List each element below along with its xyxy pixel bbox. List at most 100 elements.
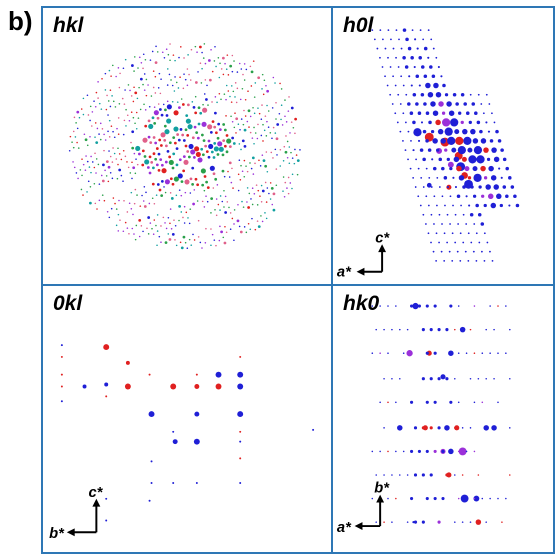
diffraction-spot xyxy=(193,239,196,241)
diffraction-spot xyxy=(259,195,261,197)
diffraction-spot xyxy=(201,67,203,70)
diffraction-spot xyxy=(427,56,430,59)
diffraction-spot xyxy=(232,90,235,93)
diffraction-spot xyxy=(194,111,198,115)
diffraction-spot xyxy=(160,180,164,183)
diffraction-spot xyxy=(427,232,430,235)
diffraction-spot xyxy=(206,186,210,189)
diffraction-spot xyxy=(448,110,455,116)
diffraction-spot xyxy=(271,203,274,206)
diffraction-spot xyxy=(249,162,251,164)
diffraction-spot xyxy=(235,101,238,104)
diffraction-spot xyxy=(500,148,504,152)
diffraction-spot xyxy=(430,101,436,107)
diffraction-spot xyxy=(451,260,454,262)
diffraction-spot xyxy=(470,185,474,189)
diffraction-spot xyxy=(500,176,503,179)
diffraction-spot xyxy=(98,133,100,135)
diffraction-spot xyxy=(445,377,449,381)
diffraction-spot xyxy=(280,88,283,90)
diffraction-spot xyxy=(406,328,409,331)
diffraction-spot xyxy=(395,497,397,500)
diffraction-spot xyxy=(119,219,121,221)
diffraction-spot xyxy=(449,223,451,225)
diffraction-spot xyxy=(123,119,126,122)
diffraction-spot xyxy=(213,239,216,241)
diffraction-spot xyxy=(264,212,266,214)
diffraction-spot xyxy=(90,171,92,174)
diffraction-spot xyxy=(203,93,206,95)
diffraction-spot xyxy=(258,159,260,162)
diffraction-spot xyxy=(457,352,460,354)
diffraction-spot xyxy=(158,235,161,238)
diffraction-spot xyxy=(89,135,91,138)
diffraction-spot xyxy=(238,159,241,161)
diffraction-spot xyxy=(130,191,133,194)
diffraction-spot xyxy=(253,96,256,98)
diffraction-spot xyxy=(155,194,158,196)
diffraction-spot xyxy=(143,73,146,75)
diffraction-spot xyxy=(148,411,155,418)
diffraction-spot xyxy=(106,94,108,97)
diffraction-spot xyxy=(60,385,63,388)
diffraction-spot xyxy=(195,373,198,376)
diffraction-spot xyxy=(168,238,172,241)
diffraction-spot xyxy=(118,153,121,155)
diffraction-spot xyxy=(185,211,188,214)
diffraction-spot xyxy=(431,158,434,161)
diffraction-spot xyxy=(422,157,426,162)
diffraction-spot xyxy=(126,227,129,229)
diffraction-spot xyxy=(508,204,511,207)
diffraction-spot xyxy=(147,216,151,219)
diffraction-spot xyxy=(221,169,225,173)
diffraction-spot xyxy=(442,83,446,88)
diffraction-spot xyxy=(395,29,398,31)
diffraction-spot xyxy=(207,139,211,143)
diffraction-spot xyxy=(421,520,425,524)
diffraction-spot xyxy=(477,212,482,217)
diffraction-spot xyxy=(247,109,251,113)
diffraction-spot xyxy=(465,223,468,225)
diffraction-spot xyxy=(165,114,169,117)
diffraction-spot xyxy=(452,92,457,97)
diffraction-spot xyxy=(398,38,400,41)
diffraction-spot xyxy=(205,180,208,184)
axis-label-horizontal: a* xyxy=(337,520,352,536)
diffraction-spot xyxy=(222,123,226,126)
diffraction-spot xyxy=(476,120,481,125)
diffraction-spot xyxy=(421,473,425,477)
diffraction-spot xyxy=(81,158,83,160)
diffraction-spot xyxy=(483,176,488,180)
diffraction-spot xyxy=(312,428,315,431)
diffraction-spot xyxy=(293,162,296,165)
diffraction-spot xyxy=(430,241,432,244)
diffraction-spot xyxy=(72,146,75,149)
diffraction-spot xyxy=(142,83,144,86)
diffraction-spot xyxy=(230,115,232,118)
diffraction-spot xyxy=(159,92,162,95)
diffraction-spot xyxy=(191,182,194,186)
diffraction-spot xyxy=(260,215,262,217)
diffraction-spot xyxy=(250,167,253,170)
diffraction-spot xyxy=(82,113,85,116)
diffraction-spot xyxy=(105,175,108,177)
diffraction-spot xyxy=(140,225,143,227)
diffraction-spot xyxy=(132,116,135,119)
diffraction-spot xyxy=(174,224,177,227)
diffraction-spot xyxy=(375,521,377,523)
diffraction-spot xyxy=(143,205,147,208)
diffraction-spot xyxy=(465,195,468,198)
diffraction-spot xyxy=(456,250,459,253)
panel-title-hk0: hk0 xyxy=(343,292,380,315)
diffraction-spot xyxy=(145,78,148,81)
diffraction-spot xyxy=(441,496,445,501)
diffraction-spot xyxy=(223,175,226,178)
diffraction-spot xyxy=(294,148,296,151)
diffraction-spot xyxy=(145,94,148,97)
diffraction-spot xyxy=(142,230,144,233)
diffraction-spot xyxy=(441,223,443,225)
diffraction-spot xyxy=(455,136,464,146)
diffraction-spot xyxy=(387,29,390,31)
diffraction-spot xyxy=(442,118,451,127)
diffraction-spot xyxy=(383,427,385,429)
